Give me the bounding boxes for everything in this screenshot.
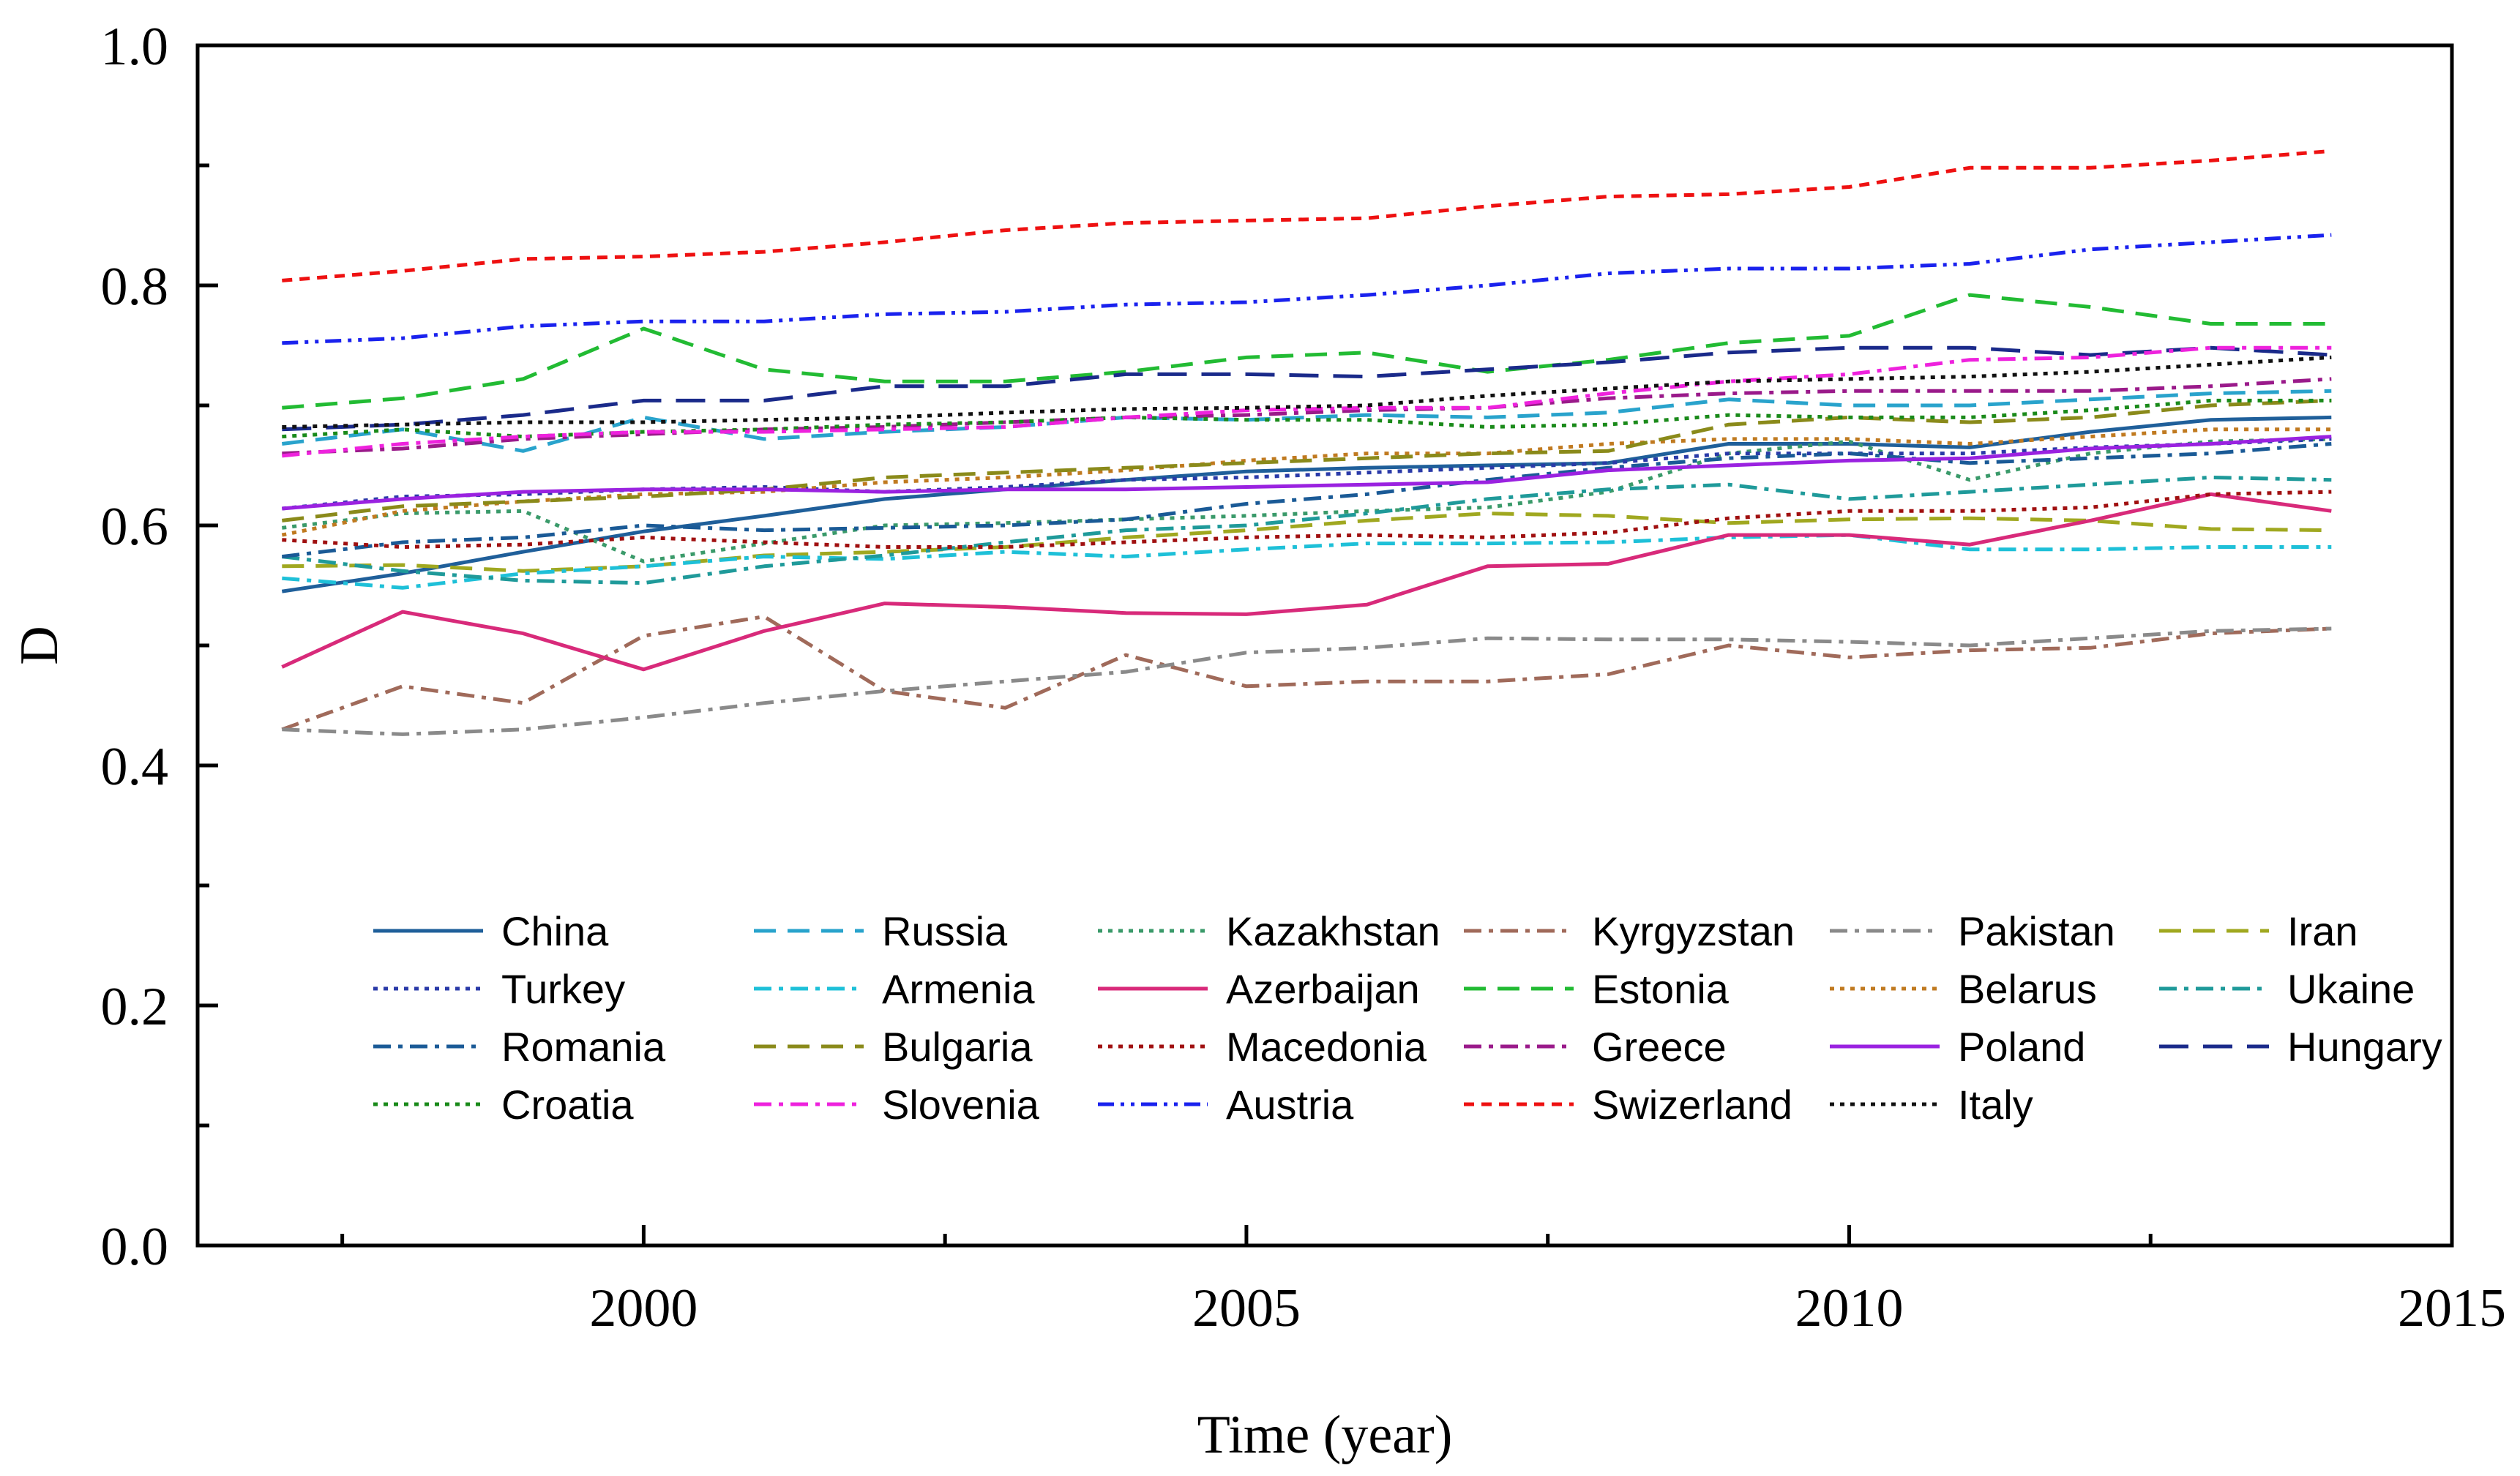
tick-layer: 0.0 0.2 0.4 0.6 0.8 1.0 2000 2005 2010 2015 <box>101 17 2507 1338</box>
legend-label-slovenia: Slovenia <box>882 1082 1040 1128</box>
y-tick-label: 0.0 <box>101 1217 169 1277</box>
legend-label-greece: Greece <box>1592 1024 1727 1070</box>
legend-label-iran: Iran <box>2287 908 2358 954</box>
series-line-pakistan <box>282 626 2332 736</box>
legend-label-poland: Poland <box>1958 1024 2085 1070</box>
y-axis-title: D <box>10 626 70 664</box>
series-line-armenia <box>282 533 2332 590</box>
legend-label-armenia: Armenia <box>882 966 1035 1012</box>
x-axis-title: Time (year) <box>1197 1405 1453 1465</box>
legend-label-ukaine: Ukaine <box>2287 966 2415 1012</box>
y-tick-label: 0.8 <box>101 257 169 317</box>
x-tick-label: 2005 <box>1192 1278 1301 1338</box>
series-line-macedonia <box>282 490 2332 549</box>
series-line-azerbaijan <box>281 492 2332 672</box>
y-tick-label: 0.4 <box>101 737 169 797</box>
legend-label-bulgaria: Bulgaria <box>882 1024 1033 1070</box>
legend-label-pakistan: Pakistan <box>1958 908 2115 954</box>
legend-label-romania: Romania <box>501 1024 666 1070</box>
series-layer <box>281 149 2332 736</box>
series-line-greece <box>282 377 2332 456</box>
series-line-italy <box>282 355 2332 429</box>
x-tick-label: 2015 <box>2398 1278 2506 1338</box>
legend: China Russia Kazakhstan Kyrgyzstan Pakistan I… <box>373 908 2442 1128</box>
legend-label-macedonia: Macedonia <box>1226 1024 1427 1070</box>
legend-label-italy: Italy <box>1958 1082 2033 1128</box>
legend-label-croatia: Croatia <box>501 1082 634 1128</box>
series-line-poland <box>282 435 2332 511</box>
series-line-swizerland <box>282 149 2332 282</box>
series-line-slovenia <box>282 345 2332 458</box>
legend-label-belarus: Belarus <box>1958 966 2097 1012</box>
series-line-kazakhstan <box>282 437 2332 563</box>
legend-label-austria: Austria <box>1226 1082 1354 1128</box>
y-tick-label: 1.0 <box>101 17 169 77</box>
y-tick-label: 0.2 <box>101 977 169 1037</box>
legend-label-turkey: Turkey <box>501 966 625 1012</box>
legend-label-swizerland: Swizerland <box>1592 1082 1792 1128</box>
legend-label-kyrgyzstan: Kyrgyzstan <box>1592 908 1795 954</box>
series-line-kyrgyzstan <box>281 615 2332 732</box>
series-line-china <box>281 415 2332 593</box>
series-line-hungary <box>282 345 2332 432</box>
legend-label-hungary: Hungary <box>2287 1024 2442 1070</box>
x-tick-label: 2010 <box>1795 1278 1903 1338</box>
legend-label-china: China <box>501 908 609 954</box>
y-tick-label: 0.6 <box>101 497 169 557</box>
legend-label-kazakhstan: Kazakhstan <box>1226 908 1440 954</box>
series-line-ukaine <box>282 475 2332 585</box>
series-line-bulgaria <box>282 398 2332 522</box>
series-line-belarus <box>281 427 2332 537</box>
legend-label-russia: Russia <box>882 908 1008 954</box>
x-tick-label: 2000 <box>589 1278 698 1338</box>
legend-label-estonia: Estonia <box>1592 966 1730 1012</box>
series-line-estonia <box>282 293 2332 410</box>
legend-label-azerbaijan: Azerbaijan <box>1226 966 1420 1012</box>
series-line-romania <box>282 442 2332 559</box>
